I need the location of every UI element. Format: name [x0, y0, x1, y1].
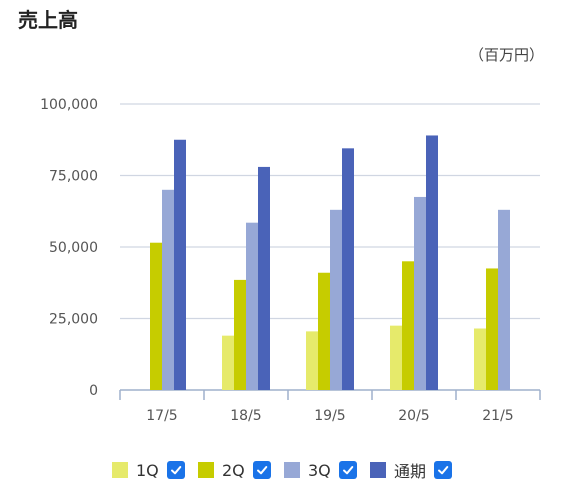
bar-2q[interactable] [486, 268, 498, 390]
checkbox-full-year[interactable] [434, 461, 453, 479]
x-tick-label: 18/5 [230, 408, 261, 424]
bar-2q[interactable] [150, 242, 162, 390]
legend-swatch-3q [284, 462, 300, 478]
checkmark-icon [342, 466, 354, 475]
y-tick-label: 100,000 [40, 97, 98, 113]
bar-full-year[interactable] [174, 139, 186, 390]
unit-label: （百万円） [468, 46, 544, 64]
checkbox-2q[interactable] [252, 461, 271, 479]
bar-full-year[interactable] [258, 166, 270, 390]
legend-swatch-full-year [370, 462, 386, 478]
checkbox-1q[interactable] [166, 461, 185, 479]
checkbox-3q[interactable] [338, 461, 357, 479]
bar-1q[interactable] [390, 325, 402, 390]
legend-label-full-year: 通期 [394, 462, 427, 481]
bar-1q[interactable] [474, 328, 486, 390]
bar-3q[interactable] [330, 209, 342, 390]
checkmark-icon [170, 466, 182, 475]
bar-2q[interactable] [318, 272, 330, 390]
bar-3q[interactable] [414, 196, 426, 390]
bar-2q[interactable] [234, 279, 246, 390]
legend-label-2q: 2Q [222, 460, 245, 480]
legend-label-3q: 3Q [308, 460, 331, 480]
y-tick-label: 25,000 [49, 312, 98, 328]
legend-item-3q[interactable]: 3Q [284, 458, 357, 482]
bar-chart: 0 25,000 50,000 75,000 100,000 17/5 18/5 19/5 20… [40, 97, 541, 424]
x-tick-label: 20/5 [398, 408, 429, 424]
y-tick-label: 0 [89, 383, 98, 399]
bar-3q[interactable] [498, 209, 510, 390]
legend-swatch-1q [112, 462, 128, 478]
legend-item-1q[interactable]: 1Q [112, 458, 185, 482]
chart-title: 売上高 [18, 8, 78, 32]
bar-3q[interactable] [246, 222, 258, 390]
bar-1q[interactable] [306, 331, 318, 390]
x-tick-label: 17/5 [146, 408, 177, 424]
legend-label-1q: 1Q [136, 460, 159, 480]
legend: 1Q 2Q 3Q 通期 [0, 458, 564, 482]
legend-item-2q[interactable]: 2Q [198, 458, 271, 482]
y-tick-label: 50,000 [49, 240, 98, 256]
checkmark-icon [256, 466, 268, 475]
x-tick-label: 19/5 [314, 408, 345, 424]
y-tick-label: 75,000 [49, 169, 98, 185]
bar-2q[interactable] [402, 261, 414, 390]
x-tick-label: 21/5 [482, 408, 513, 424]
bar-full-year[interactable] [426, 135, 438, 390]
bar-1q[interactable] [222, 335, 234, 390]
legend-item-full-year[interactable]: 通期 [370, 458, 453, 482]
bar-3q[interactable] [162, 189, 174, 390]
checkmark-icon [438, 466, 449, 475]
bar-full-year[interactable] [342, 148, 354, 390]
legend-swatch-2q [198, 462, 214, 478]
